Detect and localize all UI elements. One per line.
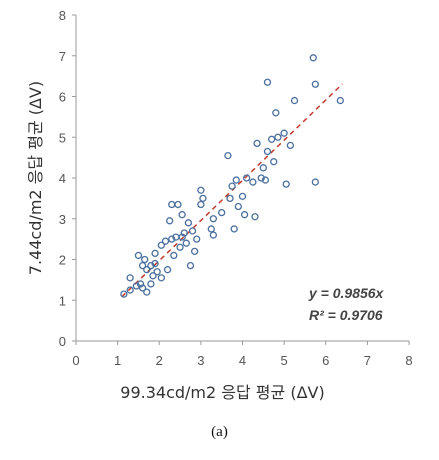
data-point — [138, 261, 147, 270]
data-point — [267, 135, 276, 143]
data-point — [120, 290, 128, 298]
data-point — [193, 235, 201, 243]
data-point — [188, 227, 197, 235]
regression-equation: y = 0.9856x — [308, 285, 385, 301]
data-point — [274, 133, 282, 141]
x-tick-label: 0 — [72, 353, 79, 368]
data-point — [311, 80, 319, 88]
data-point — [136, 280, 145, 288]
data-point — [184, 219, 193, 227]
data-point — [263, 78, 272, 86]
y-tick-label: 2 — [59, 253, 66, 268]
data-point — [309, 54, 317, 62]
data-point — [168, 235, 176, 243]
data-point — [199, 194, 207, 203]
y-tick-label: 8 — [59, 8, 66, 23]
data-point — [166, 217, 174, 225]
data-point — [147, 261, 155, 270]
data-point — [270, 158, 278, 166]
data-point — [147, 280, 155, 288]
data-point — [126, 274, 134, 282]
data-point — [176, 243, 184, 251]
data-point — [163, 266, 172, 274]
data-point — [243, 174, 251, 182]
x-tick-label: 1 — [114, 353, 121, 368]
data-point — [251, 213, 259, 221]
data-point — [259, 164, 267, 172]
data-point — [336, 96, 344, 105]
y-tick-label: 7 — [59, 49, 66, 64]
data-point — [151, 249, 159, 258]
data-point — [170, 251, 178, 260]
data-point — [197, 200, 205, 209]
data-point — [178, 211, 186, 219]
data-point — [157, 241, 165, 249]
y-tick-label: 0 — [59, 334, 66, 349]
data-point — [230, 225, 238, 233]
x-tick-label: 2 — [156, 353, 163, 368]
data-point — [311, 178, 319, 186]
data-point — [138, 284, 147, 292]
data-point — [226, 194, 234, 203]
data-point — [149, 272, 157, 280]
data-point — [207, 225, 215, 233]
data-point — [261, 176, 270, 184]
y-tick-label: 1 — [59, 293, 66, 308]
data-point — [209, 231, 218, 239]
data-point — [174, 200, 182, 209]
data-point — [286, 141, 295, 150]
x-tick-label: 8 — [405, 353, 412, 368]
figure-caption: (a) — [211, 424, 228, 440]
x-tick-label: 5 — [281, 353, 288, 368]
x-tick-label: 4 — [239, 353, 246, 368]
data-point — [257, 174, 265, 182]
data-point — [178, 233, 186, 241]
data-point — [290, 96, 299, 105]
scatter-chart: 0 1 2 3 4 5 6 7 8 0 1 2 3 4 5 6 7 8 99.34cd/m2 응답 평균 (ΔV) 7… — [26, 8, 413, 402]
data-point — [249, 178, 257, 186]
data-point — [228, 182, 236, 190]
y-tick-label: 6 — [59, 90, 66, 105]
data-point — [263, 147, 272, 156]
x-tick-label: 7 — [364, 353, 371, 368]
data-point — [253, 139, 261, 148]
y-tick-label: 3 — [59, 212, 66, 227]
trendline — [121, 83, 343, 298]
data-point — [143, 266, 151, 274]
data-point — [126, 286, 134, 294]
data-point — [182, 239, 190, 247]
data-point — [209, 215, 218, 223]
data-point — [190, 247, 199, 256]
data-point — [132, 282, 141, 290]
data-point — [134, 251, 143, 260]
data-point — [197, 186, 205, 194]
y-tick-label: 4 — [59, 171, 66, 186]
r-squared-label: R² = 0.9706 — [309, 307, 383, 323]
data-point — [272, 109, 280, 117]
data-point — [143, 288, 151, 296]
data-point — [224, 151, 232, 160]
data-point — [234, 202, 242, 211]
data-point — [218, 208, 226, 217]
data-point — [157, 274, 165, 282]
data-point — [180, 229, 188, 237]
data-point — [141, 255, 149, 264]
x-axis-title: 99.34cd/m2 응답 평균 (ΔV) — [120, 383, 324, 402]
x-tick-label: 3 — [197, 353, 204, 368]
data-point — [151, 259, 159, 268]
data-point — [153, 268, 161, 276]
data-point — [232, 176, 240, 184]
y-tick-label: 5 — [59, 130, 66, 145]
data-point — [186, 261, 195, 270]
data-point — [238, 192, 247, 200]
data-point — [161, 237, 170, 245]
data-point — [280, 129, 288, 137]
x-tick-label: 6 — [322, 353, 329, 368]
data-point — [240, 211, 249, 219]
data-point — [282, 180, 290, 188]
y-axis-title: 7.44cd/m2 응답 평균 (ΔV) — [26, 81, 45, 275]
data-point — [168, 200, 176, 209]
